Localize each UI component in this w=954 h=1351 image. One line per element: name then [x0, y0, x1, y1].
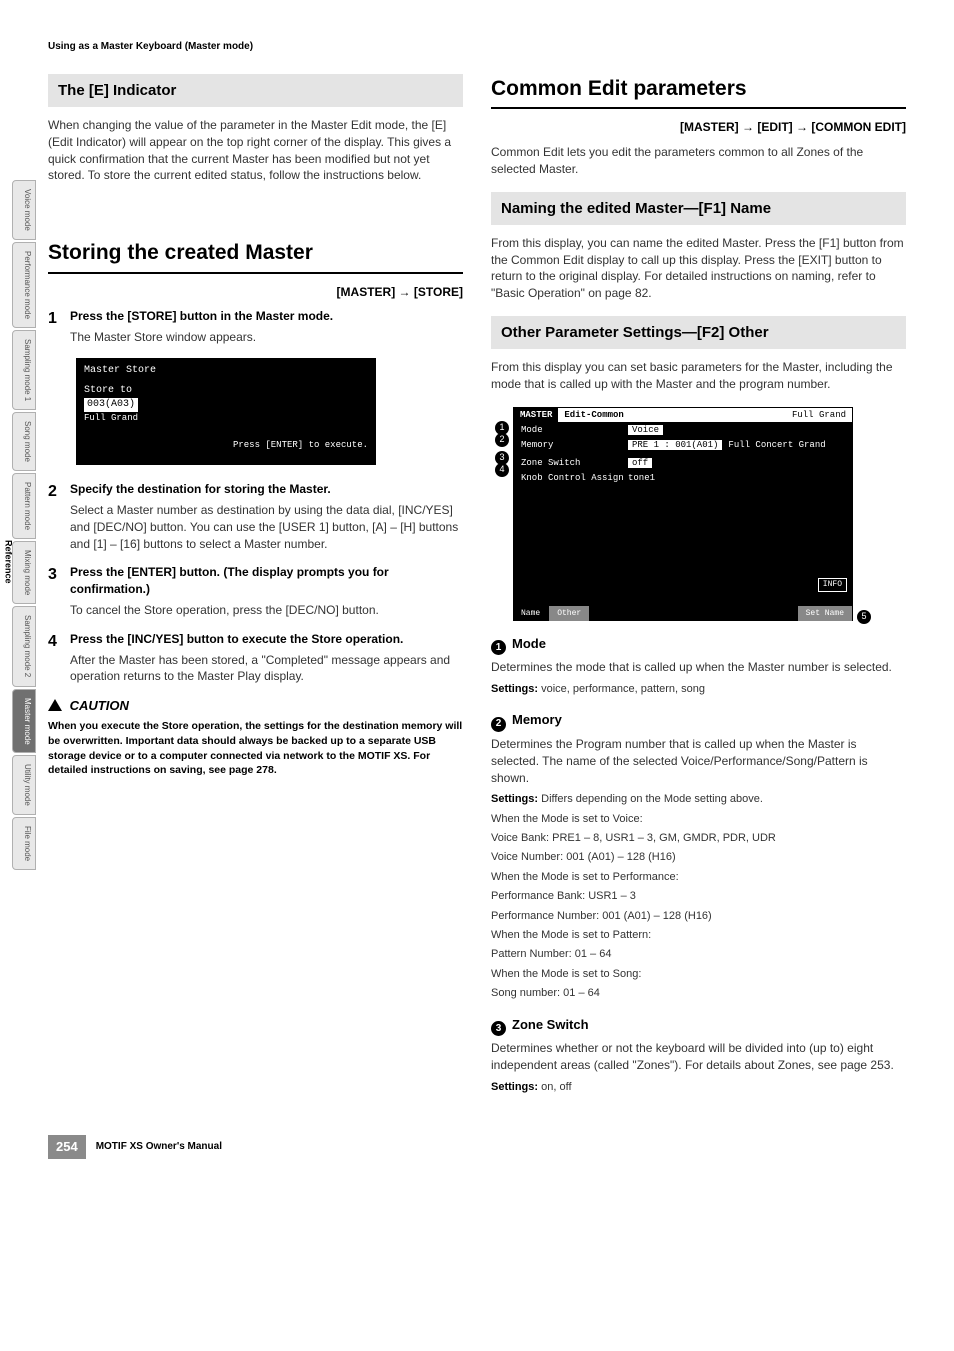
lcd-tab-master: MASTER — [514, 408, 558, 423]
param-extra-line: Performance Number: 001 (A01) – 128 (H16… — [491, 909, 906, 924]
other-heading: Other Parameter Settings—[F2] Other — [491, 316, 906, 349]
lcd-tab-edit-common: Edit-Common — [558, 408, 786, 423]
step-title: Press the [STORE] button in the Master m… — [70, 308, 463, 325]
footer-text: MOTIF XS Owner's Manual — [96, 1140, 222, 1154]
callout-2: 2 — [495, 433, 509, 447]
step: 4 Press the [INC/YES] button to execute … — [48, 631, 463, 685]
param-settings: Settings: on, off — [491, 1078, 906, 1095]
side-tab[interactable]: Sampling mode 2 — [12, 606, 36, 686]
step-number: 3 — [48, 564, 62, 618]
lcd-top-right: Full Grand — [786, 408, 852, 423]
param-extra-line: When the Mode is set to Pattern: — [491, 928, 906, 943]
step-desc: Select a Master number as destination by… — [70, 502, 463, 552]
param-heading: 1Mode — [491, 635, 906, 656]
caution-label: CAUTION — [70, 698, 129, 713]
storing-path: [MASTER] → [STORE] — [48, 284, 463, 301]
side-tab[interactable]: Sampling mode 1 — [12, 330, 36, 410]
naming-heading: Naming the edited Master—[F1] Name — [491, 192, 906, 225]
step-desc: To cancel the Store operation, press the… — [70, 602, 463, 619]
page-number: 254 — [48, 1135, 86, 1159]
callout-4: 4 — [495, 463, 509, 477]
lcd-param-row: Zone Switchoff — [513, 452, 853, 471]
common-edit-path: [MASTER] → [EDIT] → [COMMON EDIT] — [491, 119, 906, 136]
side-section-label: Reference — [2, 540, 15, 584]
step-number: 2 — [48, 481, 62, 552]
caution-icon — [48, 699, 62, 711]
step-title: Specify the destination for storing the … — [70, 481, 463, 498]
param-extra-line: Performance Bank: USR1 – 3 — [491, 889, 906, 904]
lcd-info-label: INFO — [818, 578, 847, 591]
lcd-screenshot-store: Master Store Store to 003(A03) Full Gran… — [76, 358, 376, 465]
lcd-screenshot-other: 1 2 3 4 5 MASTER Edit-Common Full Grand … — [513, 407, 853, 621]
callout-5: 5 — [857, 610, 871, 624]
param-extra-line: When the Mode is set to Performance: — [491, 870, 906, 885]
step-desc: The Master Store window appears. — [70, 329, 463, 346]
side-tab[interactable]: Voice mode — [12, 180, 36, 240]
side-tab[interactable]: Song mode — [12, 412, 36, 471]
lcd-bottom-tab-name: Name — [513, 606, 549, 621]
side-tab[interactable]: Utility mode — [12, 755, 36, 815]
param-desc: Determines the Program number that is ca… — [491, 736, 906, 786]
param-extra-line: Voice Bank: PRE1 – 8, USR1 – 3, GM, GMDR… — [491, 831, 906, 846]
param-heading: 2Memory — [491, 711, 906, 732]
side-tab[interactable]: Pattern mode — [12, 473, 36, 539]
naming-body: From this display, you can name the edit… — [491, 235, 906, 302]
common-edit-title: Common Edit parameters — [491, 74, 906, 109]
step-number: 1 — [48, 308, 62, 346]
param-heading: 3Zone Switch — [491, 1016, 906, 1037]
param-desc: Determines whether or not the keyboard w… — [491, 1040, 906, 1074]
step-desc: After the Master has been stored, a "Com… — [70, 652, 463, 686]
param-extra-line: When the Mode is set to Voice: — [491, 812, 906, 827]
e-indicator-heading: The [E] Indicator — [48, 74, 463, 107]
common-edit-body: Common Edit lets you edit the parameters… — [491, 144, 906, 178]
running-header: Using as a Master Keyboard (Master mode) — [48, 40, 906, 54]
right-column: Common Edit parameters [MASTER] → [EDIT]… — [491, 74, 906, 1095]
caution-text: When you execute the Store operation, th… — [48, 719, 463, 778]
other-body: From this display you can set basic para… — [491, 359, 906, 393]
storing-title: Storing the created Master — [48, 238, 463, 273]
lcd-bottom-tab-other: Other — [549, 606, 590, 621]
side-tabs: Voice modePerformance modeSampling mode … — [0, 180, 36, 872]
step: 2 Specify the destination for storing th… — [48, 481, 463, 552]
step-number: 4 — [48, 631, 62, 685]
side-tab[interactable]: Master mode — [12, 689, 36, 754]
param-settings: Settings: voice, performance, pattern, s… — [491, 680, 906, 697]
step-title: Press the [INC/YES] button to execute th… — [70, 631, 463, 648]
step-title: Press the [ENTER] button. (The display p… — [70, 564, 463, 598]
lcd-param-row: ModeVoice — [513, 423, 853, 438]
left-column: The [E] Indicator When changing the valu… — [48, 74, 463, 1095]
lcd-bottom-setname: Set Name — [798, 606, 853, 621]
page-footer: 254 MOTIF XS Owner's Manual — [48, 1135, 906, 1159]
param-extra-line: Voice Number: 001 (A01) – 128 (H16) — [491, 850, 906, 865]
side-tab[interactable]: Mixing mode — [12, 541, 36, 604]
param-extra-line: When the Mode is set to Song: — [491, 967, 906, 982]
caution-heading: CAUTION — [48, 697, 463, 715]
param-extra-line: Song number: 01 – 64 — [491, 986, 906, 1001]
param-desc: Determines the mode that is called up wh… — [491, 659, 906, 676]
side-tab[interactable]: Performance mode — [12, 242, 36, 328]
side-tab[interactable]: File mode — [12, 817, 36, 870]
param-settings: Settings: Differs depending on the Mode … — [491, 790, 906, 807]
lcd-param-row: Knob Control Assigntone1 — [513, 471, 853, 486]
step: 1 Press the [STORE] button in the Master… — [48, 308, 463, 346]
e-indicator-body: When changing the value of the parameter… — [48, 117, 463, 184]
lcd-param-row: MemoryPRE 1 : 001(A01)Full Concert Grand — [513, 438, 853, 453]
step: 3 Press the [ENTER] button. (The display… — [48, 564, 463, 618]
param-extra-line: Pattern Number: 01 – 64 — [491, 947, 906, 962]
